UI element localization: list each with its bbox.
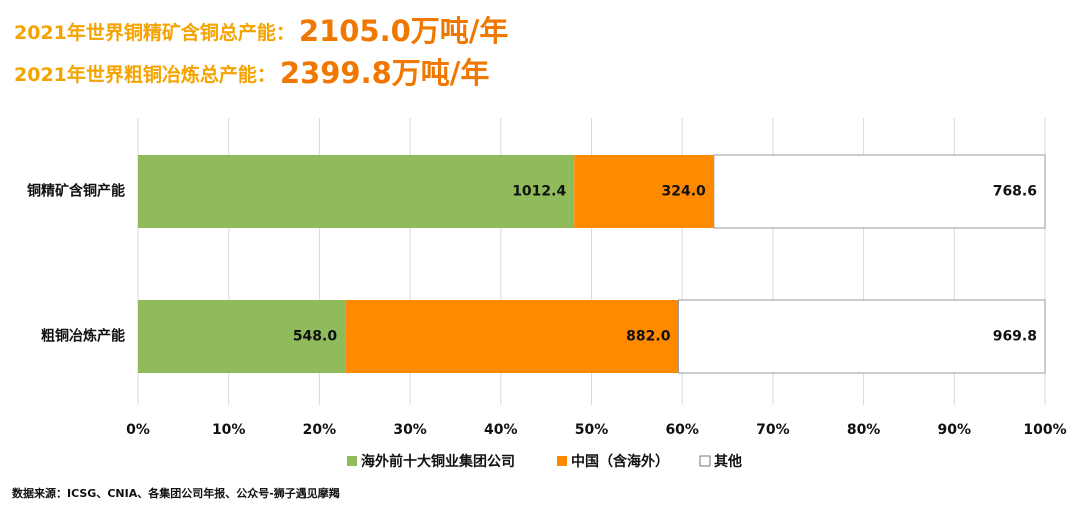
headline: 2021年世界铜精矿含铜总产能： 2105.0万吨/年 xyxy=(14,14,508,48)
legend-label: 海外前十大铜业集团公司 xyxy=(361,453,515,470)
x-tick-label: 60% xyxy=(665,422,699,438)
bar-segment xyxy=(138,155,575,228)
x-tick-label: 50% xyxy=(575,422,609,438)
headline-value: 2105.0万吨/年 xyxy=(299,14,509,48)
x-tick-label: 0% xyxy=(126,422,150,438)
x-tick-label: 30% xyxy=(393,422,427,438)
legend-label: 其他 xyxy=(714,453,742,470)
bar-segment xyxy=(345,300,679,373)
data-label: 768.6 xyxy=(993,184,1037,200)
x-tick-label: 10% xyxy=(212,422,246,438)
bar-segment xyxy=(138,300,346,373)
data-label: 882.0 xyxy=(626,329,671,345)
y-tick-label: 粗铜冶炼产能 xyxy=(41,328,125,345)
legend-label: 中国（含海外） xyxy=(571,453,669,470)
y-tick-label: 铜精矿含铜产能 xyxy=(27,183,125,200)
legend-swatch xyxy=(347,456,357,466)
bar-segment xyxy=(677,299,1046,374)
data-label: 969.8 xyxy=(993,329,1037,345)
x-tick-label: 40% xyxy=(484,422,518,438)
x-tick-label: 90% xyxy=(938,422,972,438)
bar-segment xyxy=(574,155,714,228)
x-tick-label: 70% xyxy=(756,422,790,438)
x-tick-label: 20% xyxy=(303,422,337,438)
headline-label: 2021年世界铜精矿含铜总产能： xyxy=(14,21,295,44)
legend-swatch xyxy=(557,456,567,466)
legend-swatch xyxy=(699,455,711,467)
data-label: 1012.4 xyxy=(512,184,566,200)
headline-label: 2021年世界粗铜冶炼总产能： xyxy=(14,63,276,86)
headline-value: 2399.8万吨/年 xyxy=(280,56,490,90)
data-label: 548.0 xyxy=(293,329,338,345)
bar-segment xyxy=(713,154,1046,229)
x-tick-label: 80% xyxy=(847,422,881,438)
x-tick-label: 100% xyxy=(1023,422,1066,438)
source-note: 数据来源：ICSG、CNIA、各集团公司年报、公众号-狮子遇见摩羯 xyxy=(12,486,340,500)
data-label: 324.0 xyxy=(662,184,707,200)
headline: 2021年世界粗铜冶炼总产能： 2399.8万吨/年 xyxy=(14,56,489,90)
